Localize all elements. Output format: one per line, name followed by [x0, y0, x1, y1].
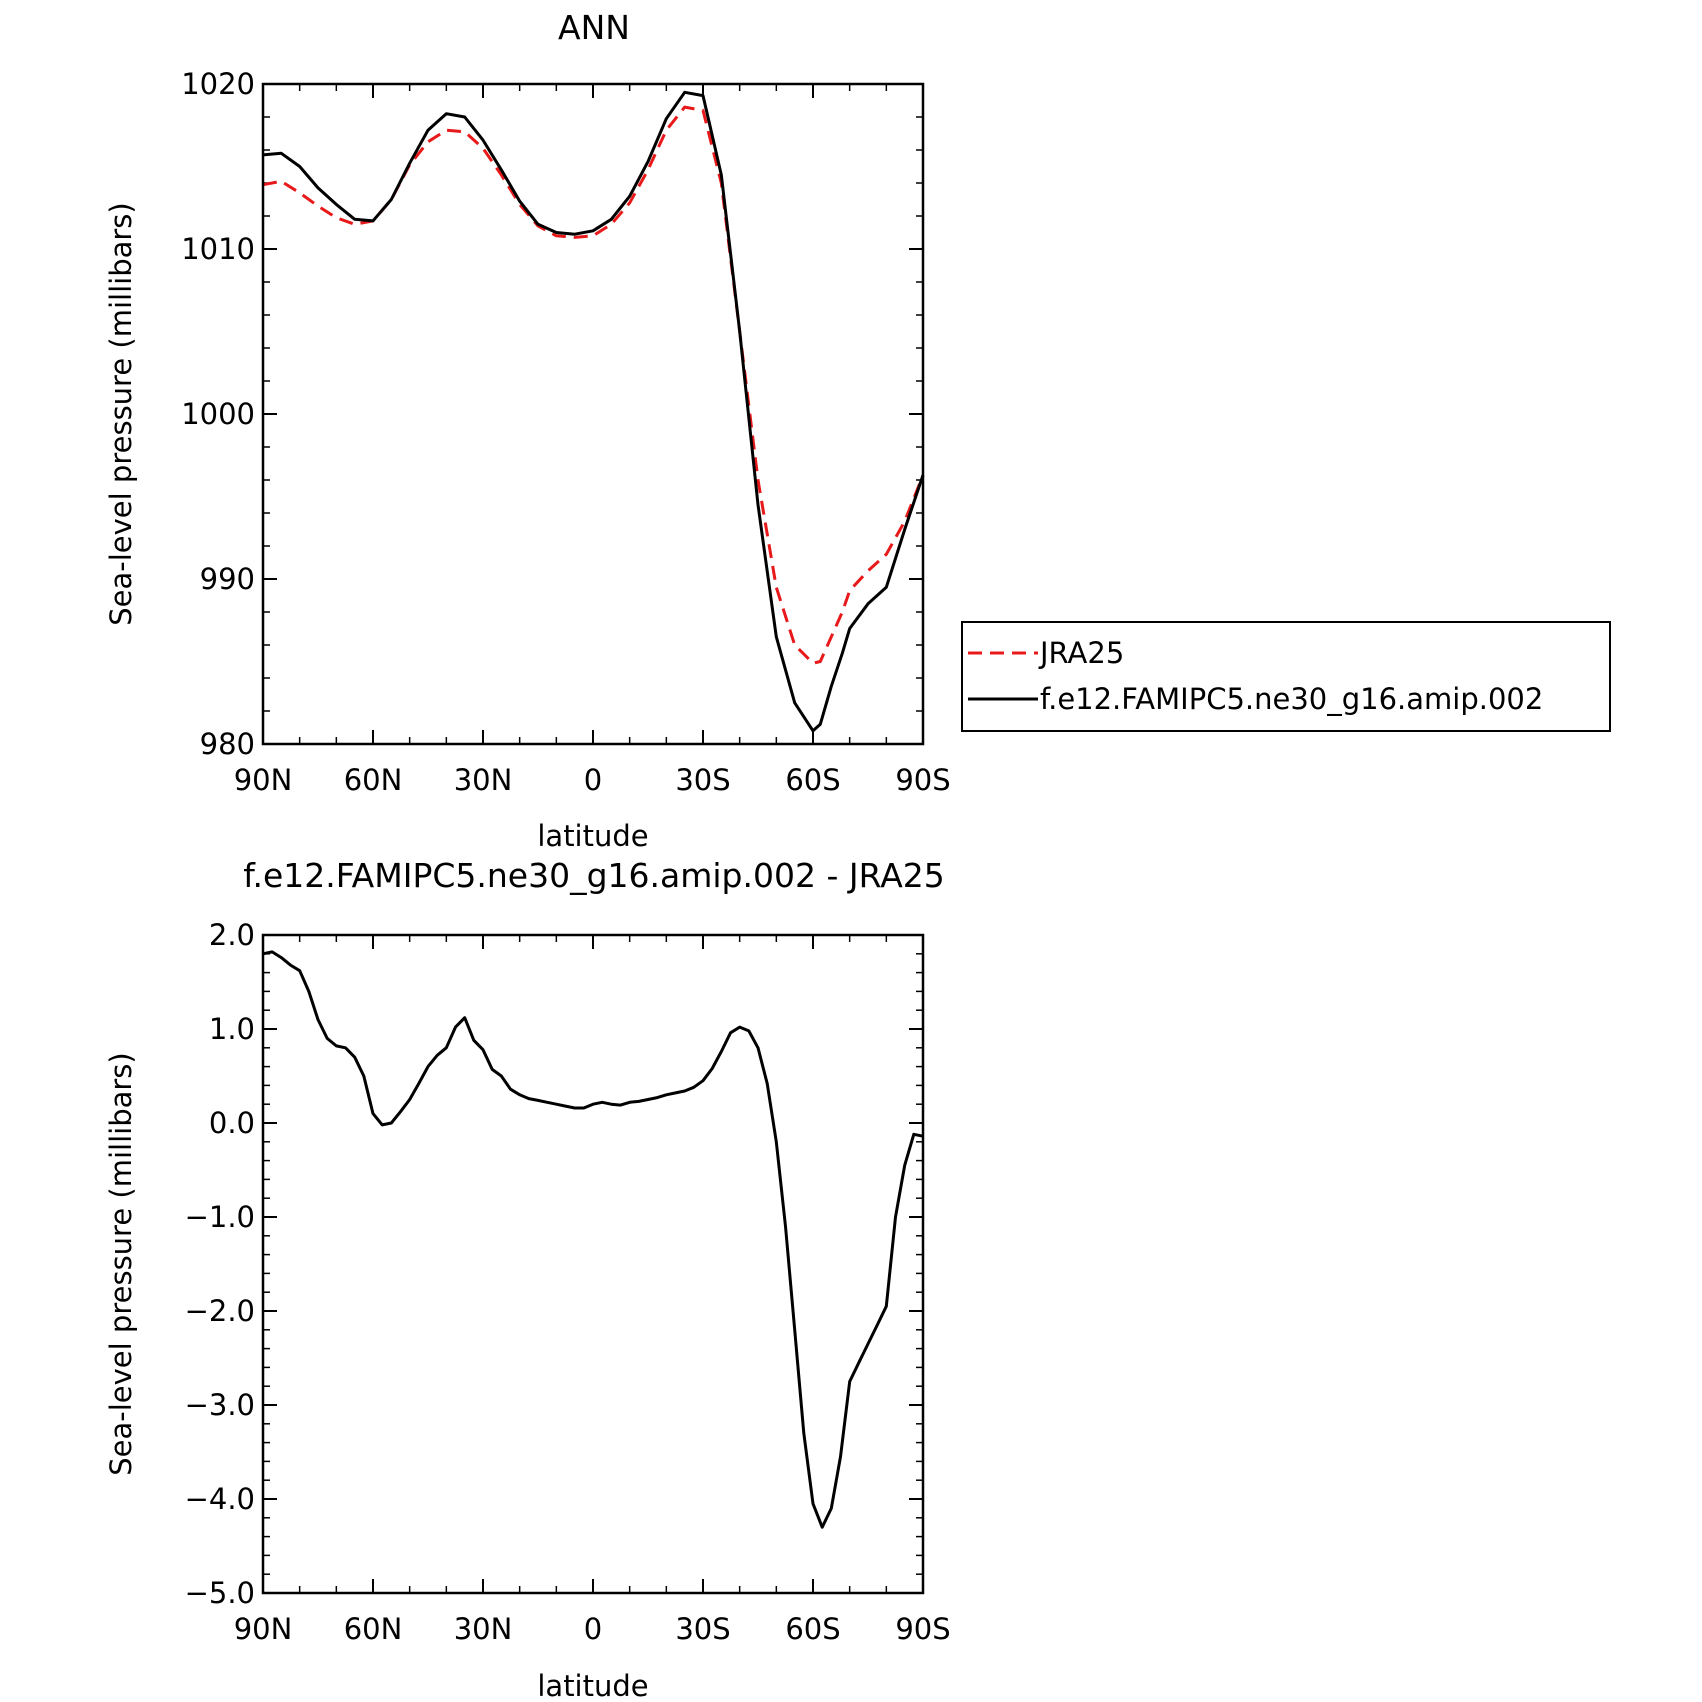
legend-label-model: f.e12.FAMIPC5.ne30_g16.amip.002: [1040, 682, 1543, 716]
x-tick-label: 30S: [675, 763, 730, 797]
series-line-model: [262, 90, 925, 733]
y-tick-label: 1.0: [209, 1012, 255, 1046]
y-tick-label: −4.0: [185, 1482, 255, 1516]
y-tick-label: 980: [200, 727, 255, 761]
chart-panel-top: ANN 90N 60N 30N 0 30S 60S 90S 980 990 1000 1010 102…: [104, 8, 1611, 853]
y-tick-label: 1000: [181, 397, 255, 431]
x-tick-label: 60S: [785, 763, 840, 797]
x-tick-label: 30N: [454, 1612, 513, 1646]
y-tick-label: 1010: [181, 232, 255, 266]
x-axis-label: latitude: [537, 1669, 648, 1702]
y-tick-label: −3.0: [185, 1388, 255, 1422]
chart-title: ANN: [558, 8, 630, 47]
x-tick-label: 60N: [344, 1612, 403, 1646]
y-tick-label: 1020: [181, 67, 255, 101]
legend-box: [961, 621, 1611, 732]
y-tick-label: 0.0: [209, 1106, 255, 1140]
x-tick-label: 90N: [234, 763, 293, 797]
series-line-model: [262, 950, 924, 1529]
y-axis-label: Sea-level pressure (millibars): [104, 202, 138, 625]
y-tick-label: −2.0: [185, 1294, 255, 1328]
series-line-jra25: [262, 105, 925, 665]
x-tick-label: 90S: [895, 1612, 950, 1646]
x-tick-label: 30S: [675, 1612, 730, 1646]
y-tick-label: 990: [200, 562, 255, 596]
x-tick-label: 90S: [895, 763, 950, 797]
x-tick-label: 0: [584, 1612, 602, 1646]
plot-frame: [261, 82, 925, 746]
x-tick-label: 60S: [785, 1612, 840, 1646]
x-axis-label: latitude: [537, 819, 648, 853]
chart-panel-bottom: f.e12.FAMIPC5.ne30_g16.amip.002 - JRA25 …: [104, 856, 951, 1702]
chart-title: f.e12.FAMIPC5.ne30_g16.amip.002 - JRA25: [243, 856, 945, 895]
legend-label-obs: JRA25: [1038, 636, 1124, 670]
legend: JRA25 f.e12.FAMIPC5.ne30_g16.amip.002: [961, 621, 1611, 732]
y-tick-label: 2.0: [209, 918, 255, 952]
x-tick-label: 30N: [454, 763, 513, 797]
plot-frame: [261, 933, 925, 1595]
y-tick-label: −5.0: [185, 1576, 255, 1610]
x-tick-label: 60N: [344, 763, 403, 797]
y-axis-label: Sea-level pressure (millibars): [104, 1052, 138, 1475]
x-tick-label: 90N: [234, 1612, 293, 1646]
x-tick-label: 0: [584, 763, 602, 797]
y-tick-label: −1.0: [185, 1200, 255, 1234]
